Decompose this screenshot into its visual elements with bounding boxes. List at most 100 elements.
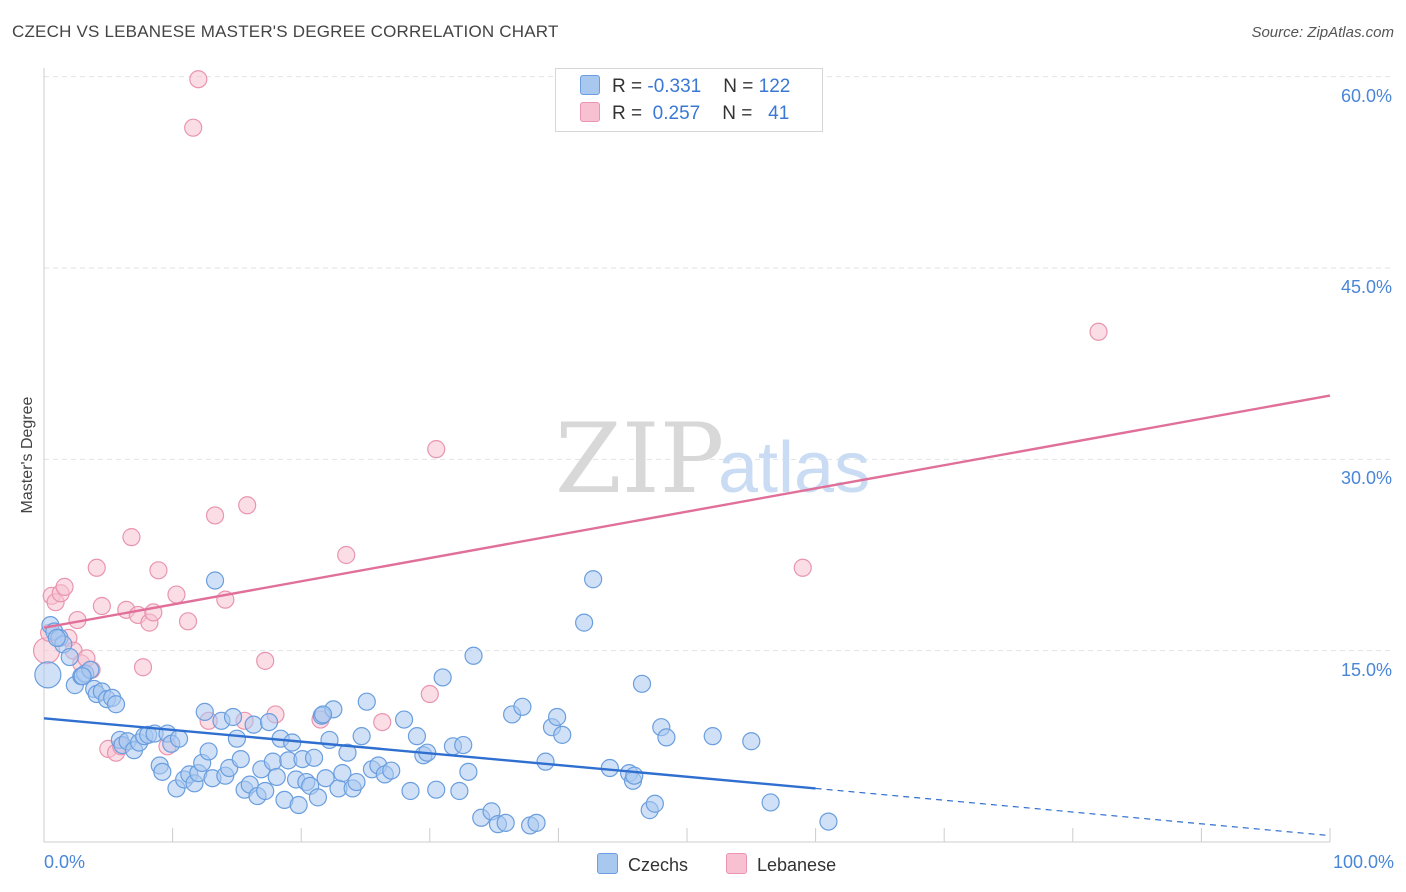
x-tick-label-0: 0.0% (44, 852, 86, 872)
lebanese-point (420, 684, 439, 704)
czechs-swatch (580, 75, 600, 95)
czechs-point (584, 570, 603, 589)
lebanese-point (205, 506, 225, 525)
lebanese-point (373, 712, 392, 732)
czechs-point (231, 749, 250, 769)
czechs-legend-label: Czechs (628, 855, 689, 875)
czechs-point (548, 707, 567, 727)
czechs-point (73, 667, 92, 686)
czechs-point (259, 712, 279, 732)
czechs-point (819, 812, 838, 831)
lebanese-point (1089, 322, 1108, 341)
lebanese-swatch (580, 102, 600, 122)
lebanese-trend-line (43, 394, 1331, 629)
czechs-point (169, 729, 189, 748)
czechs-point (401, 781, 420, 801)
czechs-point (536, 752, 555, 771)
czechs-point (454, 735, 473, 755)
lebanese-point (92, 596, 111, 616)
czechs-point (347, 772, 366, 792)
czechs-point (742, 732, 761, 751)
czechs-point (427, 780, 446, 799)
lebanese-point (149, 561, 168, 580)
czechs-point (645, 794, 664, 813)
lebanese-point (189, 70, 208, 89)
czechs-point (256, 781, 275, 801)
czechs-point (289, 795, 308, 815)
czechs-point (338, 743, 357, 762)
lebanese-point (238, 496, 257, 515)
czechs-point (304, 748, 324, 767)
czechs-legend-swatch (597, 853, 618, 874)
chart-title: CZECH VS LEBANESE MASTER'S DEGREE CORREL… (12, 22, 559, 41)
bottom-legend-czechs[interactable]: Czechs (597, 853, 688, 876)
czechs-point (761, 793, 780, 812)
czechs-point (553, 725, 572, 744)
czechs-point (657, 728, 676, 747)
czechs-point (47, 628, 66, 648)
lebanese-point (167, 585, 186, 604)
lebanese-legend-swatch (726, 853, 747, 874)
lebanese-point (133, 658, 153, 677)
czechs-point (153, 762, 172, 781)
czechs-point (407, 727, 427, 746)
lebanese-legend-label: Lebanese (757, 855, 837, 875)
czechs-point (333, 764, 352, 783)
czechs-point (313, 705, 333, 724)
czechs-trend-extension (815, 787, 1331, 837)
czechs-point (267, 767, 286, 787)
czechs-point (703, 727, 722, 746)
lebanese-r-label: R = (612, 103, 648, 124)
czechs-point (223, 707, 243, 727)
y-tick-label-45: 45.0% (1340, 277, 1392, 297)
lebanese-point (122, 528, 141, 547)
lebanese-point (184, 118, 203, 137)
czechs-point (625, 766, 644, 785)
czechs-point (263, 752, 283, 771)
czechs-point (382, 761, 401, 780)
legend-row-lebanese: R = 0.257 N = 41 (580, 102, 789, 126)
lebanese-point (793, 558, 812, 577)
czechs-r-value: -0.331 (647, 76, 702, 97)
lebanese-point (178, 612, 198, 631)
watermark-zip: ZIP (555, 403, 724, 515)
czechs-point (632, 674, 652, 693)
watermark-atlas: atlas (718, 428, 870, 508)
czechs-n-label: N = (723, 76, 759, 97)
czechs-point (106, 695, 126, 714)
y-tick-label-60: 60.0% (1340, 86, 1392, 106)
czechs-point (450, 781, 469, 801)
czechs-point (575, 613, 594, 632)
lebanese-point (55, 577, 74, 596)
czechs-point (357, 692, 376, 711)
lebanese-point (87, 558, 106, 577)
lebanese-point (256, 651, 275, 670)
trend-lines (43, 394, 1331, 837)
czechs-point (513, 697, 532, 716)
czechs-point (352, 727, 371, 746)
czechs-point (227, 729, 246, 748)
czechs-point (34, 661, 62, 689)
czechs-point (205, 571, 225, 590)
czechs-points (34, 570, 838, 835)
lebanese-r-value: 0.257 (647, 103, 701, 124)
czechs-point (394, 710, 414, 729)
czechs-trend-line (43, 717, 816, 790)
czechs-point (195, 702, 214, 721)
lebanese-n-value: 41 (757, 103, 790, 124)
grid-layer (44, 76, 1392, 652)
lebanese-point (337, 545, 356, 565)
bottom-legend-lebanese[interactable]: Lebanese (726, 853, 836, 876)
czechs-point (496, 813, 515, 832)
czechs-point (244, 715, 263, 734)
x-tick-label-100: 100.0% (1332, 852, 1394, 872)
czechs-point (459, 762, 478, 781)
y-tick-label-30: 30.0% (1340, 468, 1392, 488)
y-tick-label-15: 15.0% (1340, 660, 1392, 680)
czechs-n-value: 122 (758, 76, 791, 97)
czechs-point (316, 769, 335, 788)
czechs-point (464, 646, 483, 665)
stats-legend: R = -0.331 N = 122 R = 0.257 N = 41 (555, 68, 823, 132)
watermark: ZIP atlas (555, 403, 870, 515)
